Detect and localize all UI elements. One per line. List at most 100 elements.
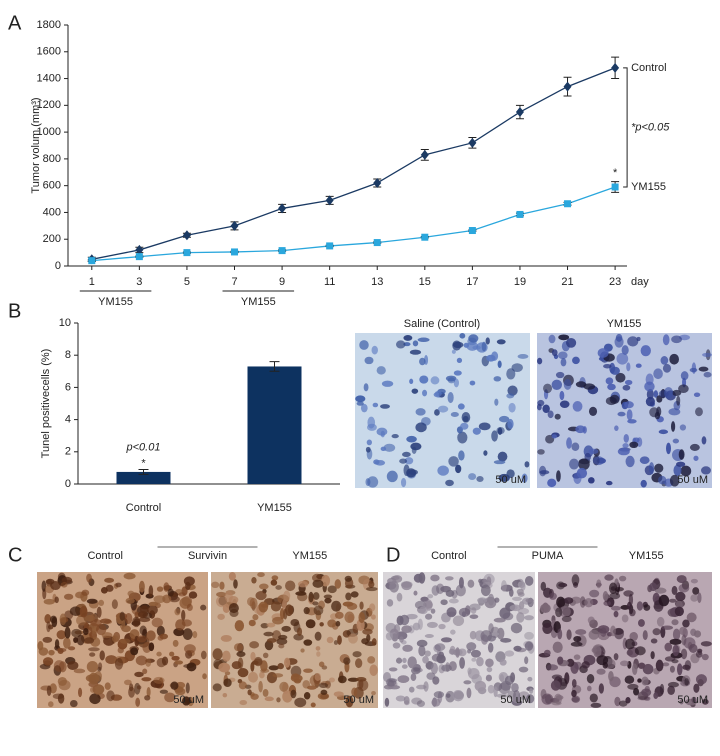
cell-nucleus (407, 656, 417, 669)
cell-nucleus (524, 461, 530, 468)
cell-nucleus (508, 588, 514, 597)
cell-nucleus (416, 684, 427, 690)
cell-nucleus (136, 635, 147, 643)
cell-nucleus (614, 336, 624, 348)
cell-nucleus (371, 691, 376, 696)
cell-nucleus (547, 478, 557, 488)
marker (515, 107, 524, 118)
cell-nucleus (313, 605, 324, 616)
cell-nucleus (517, 354, 529, 359)
y-tick-label: 400 (43, 206, 61, 218)
cell-nucleus (455, 647, 460, 658)
cell-nucleus (174, 660, 184, 665)
cell-nucleus (546, 664, 559, 671)
cell-nucleus (624, 675, 635, 684)
cell-nucleus (626, 362, 631, 372)
cell-nucleus (146, 630, 156, 641)
cell-nucleus (252, 614, 259, 621)
cell-nucleus (626, 409, 633, 421)
cell-nucleus (676, 395, 681, 406)
cell-nucleus (672, 438, 680, 444)
cell-nucleus (184, 699, 192, 704)
cell-nucleus (485, 337, 490, 345)
cell-nucleus (401, 581, 412, 591)
marker (420, 149, 429, 160)
cell-nucleus (629, 631, 638, 642)
micrograph: 50 uM (211, 572, 378, 708)
cell-nucleus (525, 598, 534, 603)
cell-nucleus (424, 633, 434, 639)
cell-nucleus (634, 646, 646, 656)
cell-nucleus (276, 697, 281, 703)
cell-nucleus (449, 645, 456, 656)
cell-nucleus (506, 393, 515, 399)
cell-nucleus (220, 634, 232, 642)
cell-nucleus (45, 578, 55, 585)
marker (468, 227, 476, 235)
cell-nucleus (571, 442, 580, 451)
cell-nucleus (178, 592, 186, 597)
cell-nucleus (415, 408, 426, 416)
cell-nucleus (588, 629, 600, 640)
cell-nucleus (437, 465, 449, 476)
cell-nucleus (558, 334, 570, 341)
cell-nucleus (84, 637, 95, 644)
cell-nucleus (99, 650, 105, 661)
cell-nucleus (262, 688, 269, 697)
cell-nucleus (88, 647, 100, 652)
cell-nucleus (101, 632, 113, 639)
cell-nucleus (605, 377, 614, 385)
cell-nucleus (303, 668, 313, 673)
cell-nucleus (658, 594, 670, 607)
cell-nucleus (583, 383, 596, 390)
cell-nucleus (455, 464, 462, 474)
cell-nucleus (674, 606, 684, 617)
cell-nucleus (447, 377, 456, 384)
cell-nucleus (623, 433, 629, 443)
cell-nucleus (597, 348, 609, 358)
cell-nucleus (147, 605, 158, 615)
marker (325, 195, 334, 206)
cell-nucleus (151, 617, 163, 628)
cell-nucleus (509, 604, 522, 612)
cell-nucleus (613, 610, 619, 618)
cell-nucleus (380, 404, 390, 409)
image-label: PUMA (532, 550, 564, 562)
cell-nucleus (290, 689, 297, 699)
cell-nucleus (272, 673, 284, 678)
cell-nucleus (372, 402, 379, 408)
cell-nucleus (73, 637, 79, 643)
cell-nucleus (680, 648, 688, 660)
cell-nucleus (385, 678, 397, 687)
cell-nucleus (499, 415, 510, 423)
cell-nucleus (690, 594, 699, 602)
cell-nucleus (219, 581, 225, 590)
cell-nucleus (416, 700, 425, 708)
cell-nucleus (281, 625, 291, 632)
cell-nucleus (156, 586, 164, 592)
cell-nucleus (559, 605, 571, 618)
marker (611, 62, 620, 73)
cell-nucleus (119, 638, 131, 644)
x-tick-label: 17 (466, 276, 478, 288)
cell-nucleus (430, 608, 436, 614)
cell-nucleus (144, 695, 151, 701)
cell-nucleus (676, 575, 687, 584)
cell-nucleus (174, 608, 181, 616)
cell-nucleus (258, 601, 269, 613)
cell-nucleus (260, 668, 270, 673)
cell-nucleus (636, 336, 641, 342)
cell-nucleus (622, 443, 629, 449)
cell-nucleus (413, 573, 423, 583)
cell-nucleus (686, 612, 697, 623)
cell-nucleus (137, 611, 148, 619)
cell-nucleus (678, 384, 689, 394)
cell-nucleus (701, 436, 707, 445)
cell-nucleus (96, 623, 107, 636)
cell-nucleus (399, 458, 408, 464)
cell-nucleus (276, 638, 288, 645)
cell-nucleus (596, 579, 602, 589)
cell-nucleus (655, 659, 664, 672)
cell-nucleus (419, 357, 426, 366)
